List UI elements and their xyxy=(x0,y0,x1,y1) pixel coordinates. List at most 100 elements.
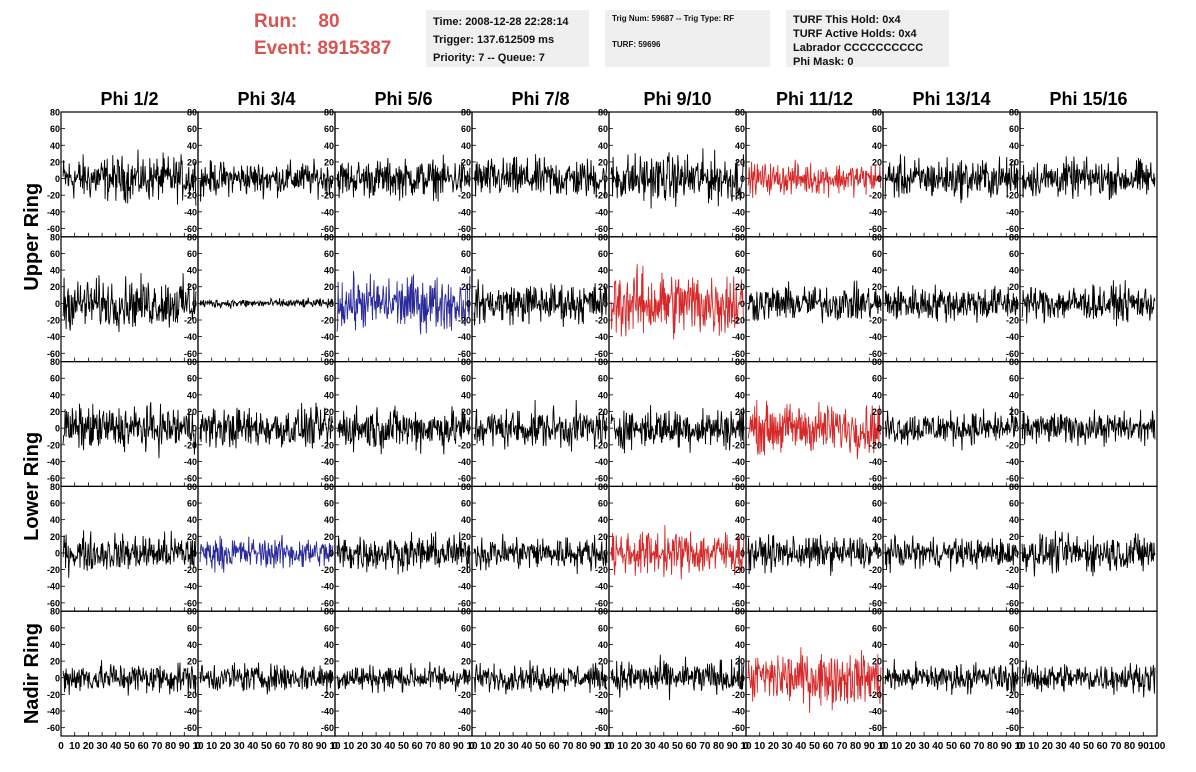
x-tick-label: 20 xyxy=(83,741,95,752)
y-tick-label: 20 xyxy=(461,532,471,542)
x-tick-label: 10 xyxy=(740,741,752,752)
y-tick-label: 20 xyxy=(598,532,608,542)
waveform-trace xyxy=(610,654,745,701)
y-tick-label: -60 xyxy=(47,598,60,608)
x-tick-label: 70 xyxy=(699,741,711,752)
y-tick-label: 80 xyxy=(1009,607,1019,617)
y-tick-label: 20 xyxy=(735,407,745,417)
y-tick-label: 0 xyxy=(603,299,608,309)
x-tick-label: 90 xyxy=(727,741,739,752)
y-tick-label: 0 xyxy=(192,299,197,309)
y-tick-label: 80 xyxy=(50,108,60,118)
x-tick-label: 10 xyxy=(480,741,492,752)
y-tick-label: 0 xyxy=(877,424,882,434)
waveform-trace xyxy=(336,154,471,202)
y-tick-label: 40 xyxy=(461,390,471,400)
y-tick-label: 60 xyxy=(872,623,882,633)
x-tick-label: 90 xyxy=(1138,741,1150,752)
y-tick-label: 40 xyxy=(461,266,471,276)
y-tick-label: -40 xyxy=(869,582,882,592)
y-tick-label: -60 xyxy=(732,723,745,733)
x-tick-label: 40 xyxy=(1069,741,1081,752)
y-tick-label: 60 xyxy=(735,249,745,259)
y-tick-label: -20 xyxy=(321,440,334,450)
y-tick-label: 0 xyxy=(740,548,745,558)
y-tick-label: -60 xyxy=(869,349,882,359)
y-tick-label: 60 xyxy=(872,124,882,134)
y-tick-label: 40 xyxy=(872,266,882,276)
y-tick-label: -20 xyxy=(1006,191,1019,201)
y-tick-label: 20 xyxy=(461,407,471,417)
x-tick-label: 70 xyxy=(151,741,163,752)
y-tick-label: 0 xyxy=(466,299,471,309)
y-tick-label: -60 xyxy=(184,349,197,359)
y-tick-label: 60 xyxy=(50,374,60,384)
y-tick-label: 80 xyxy=(598,482,608,492)
x-tick-label: 10 xyxy=(603,741,615,752)
y-tick-label: 80 xyxy=(187,108,197,118)
y-tick-label: -40 xyxy=(321,582,334,592)
waveform-trace xyxy=(473,533,608,575)
y-tick-label: 80 xyxy=(324,607,334,617)
y-tick-label: 20 xyxy=(598,657,608,667)
waveform-trace xyxy=(336,661,471,694)
y-tick-label: -60 xyxy=(1006,349,1019,359)
x-tick-label: 40 xyxy=(795,741,807,752)
y-tick-label: -20 xyxy=(732,690,745,700)
row-label: Lower Ring xyxy=(21,432,43,541)
event-value: 8915387 xyxy=(317,38,392,59)
y-tick-label: 40 xyxy=(187,266,197,276)
x-tick-label: 80 xyxy=(165,741,177,752)
x-tick-label: 0 xyxy=(1017,741,1023,752)
y-tick-label: -40 xyxy=(47,457,60,467)
y-tick-label: -60 xyxy=(321,474,334,484)
labrador-text: Labrador CCCCCCCCCC xyxy=(793,42,924,54)
x-tick-label: 60 xyxy=(549,741,561,752)
y-tick-label: 80 xyxy=(872,108,882,118)
y-tick-label: 20 xyxy=(1009,157,1019,167)
x-tick-label: 0 xyxy=(195,741,201,752)
y-tick-label: 20 xyxy=(872,532,882,542)
column-header: Phi 1/2 xyxy=(100,89,158,109)
x-tick-label: 70 xyxy=(288,741,300,752)
waveform-trace xyxy=(884,284,1019,323)
x-tick-label: 40 xyxy=(521,741,533,752)
x-tick-label: 90 xyxy=(590,741,602,752)
y-tick-label: -60 xyxy=(869,224,882,234)
y-tick-label: 0 xyxy=(603,548,608,558)
y-tick-label: -20 xyxy=(458,316,471,326)
y-tick-label: -60 xyxy=(1006,598,1019,608)
y-tick-label: 60 xyxy=(598,374,608,384)
y-tick-label: 60 xyxy=(1009,499,1019,509)
waveform-trace xyxy=(199,297,334,309)
y-tick-label: 60 xyxy=(461,374,471,384)
x-tick-label: 50 xyxy=(261,741,273,752)
x-tick-label: 30 xyxy=(234,741,246,752)
y-tick-label: -60 xyxy=(732,474,745,484)
x-tick-label: 30 xyxy=(97,741,109,752)
y-tick-label: 80 xyxy=(461,108,471,118)
y-tick-label: -40 xyxy=(1006,332,1019,342)
y-tick-label: -40 xyxy=(869,707,882,717)
waveform-trace xyxy=(473,154,608,198)
waveform-trace xyxy=(62,149,197,206)
waveform-panel xyxy=(197,236,336,363)
event-row: Event: 8915387 xyxy=(254,35,391,62)
y-tick-label: 20 xyxy=(1009,282,1019,292)
y-tick-label: -60 xyxy=(184,598,197,608)
y-tick-label: 60 xyxy=(1009,249,1019,259)
waveform-trace xyxy=(1021,530,1156,577)
x-tick-label: 0 xyxy=(332,741,338,752)
y-tick-label: -40 xyxy=(47,582,60,592)
y-tick-label: 0 xyxy=(603,424,608,434)
y-tick-label: 40 xyxy=(1009,390,1019,400)
column-header: Phi 11/12 xyxy=(776,89,853,109)
y-tick-label: 60 xyxy=(187,124,197,134)
y-tick-label: -40 xyxy=(458,332,471,342)
y-tick-label: 80 xyxy=(324,108,334,118)
y-tick-label: -40 xyxy=(458,457,471,467)
waveform-trace xyxy=(62,530,197,578)
x-tick-label: 20 xyxy=(631,741,643,752)
y-tick-label: -20 xyxy=(595,690,608,700)
turf-active-text: TURF Active Holds: 0x4 xyxy=(793,28,917,40)
